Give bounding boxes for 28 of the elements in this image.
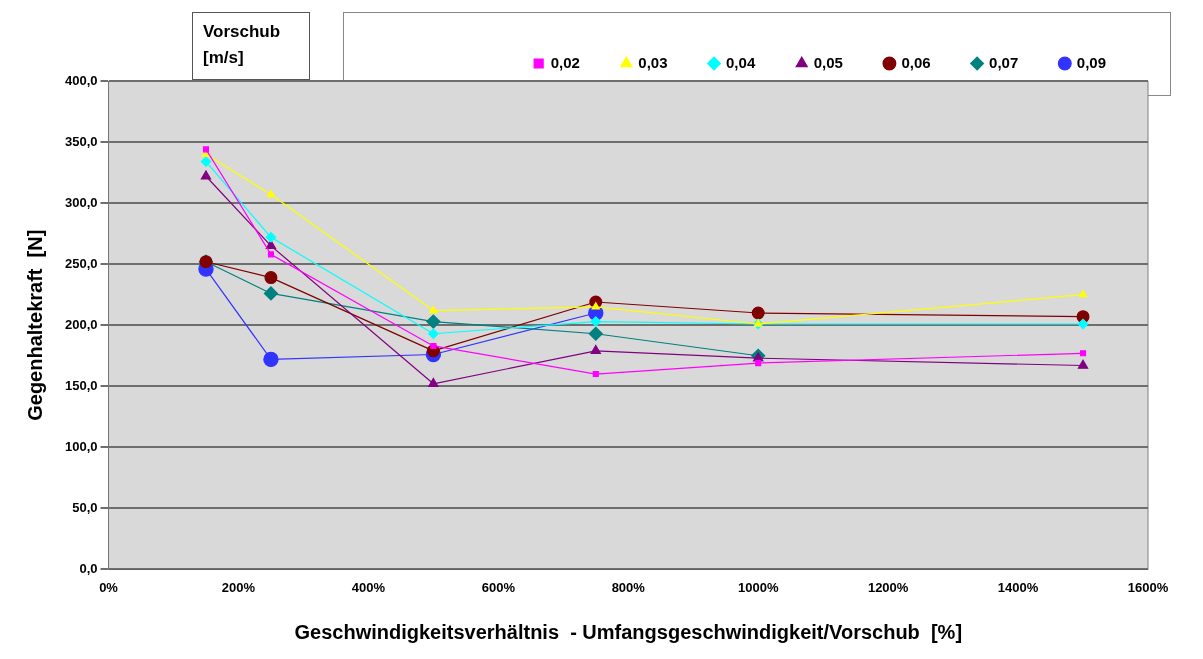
y-tick-label: 300,0 (64, 194, 98, 210)
legend-label: 0,02 (550, 53, 580, 71)
x-tick-label: 0% (99, 579, 119, 595)
legend-label: 0,07 (989, 53, 1019, 71)
legend-label: 0,04 (726, 53, 756, 71)
x-axis-title: Geschwindigkeitsverhältnis - Umfangsgeschwindigkeit/Vorschub [%] (294, 620, 963, 643)
y-tick-label: 0,0 (79, 560, 98, 576)
y-tick-label: 350,0 (64, 133, 98, 149)
y-tick-label: 150,0 (64, 377, 98, 393)
x-tick-label: 600% (481, 579, 516, 595)
legend-label: 0,06 (901, 53, 931, 71)
legend-title: Vorschub [m/s] (192, 12, 310, 80)
y-tick-label: 400,0 (64, 72, 98, 88)
x-tick-label: 1400% (997, 579, 1039, 595)
x-tick-label: 200% (221, 579, 256, 595)
x-tick-label: 1200% (867, 579, 909, 595)
x-tick-label: 800% (611, 579, 646, 595)
x-tick-label: 1000% (737, 579, 779, 595)
legend-label: 0,05 (813, 53, 843, 71)
y-axis-title: Gegenhaltekraft [N] (23, 229, 46, 421)
legend-label: 0,09 (1076, 53, 1107, 71)
y-tick-label: 50,0 (72, 499, 98, 515)
y-tick-label: 200,0 (64, 316, 98, 332)
x-tick-label: 1600% (1127, 579, 1169, 595)
x-tick-label: 400% (351, 579, 386, 595)
legend-label: 0,03 (638, 53, 668, 71)
y-tick-label: 100,0 (64, 438, 98, 454)
y-tick-label: 250,0 (64, 255, 98, 271)
